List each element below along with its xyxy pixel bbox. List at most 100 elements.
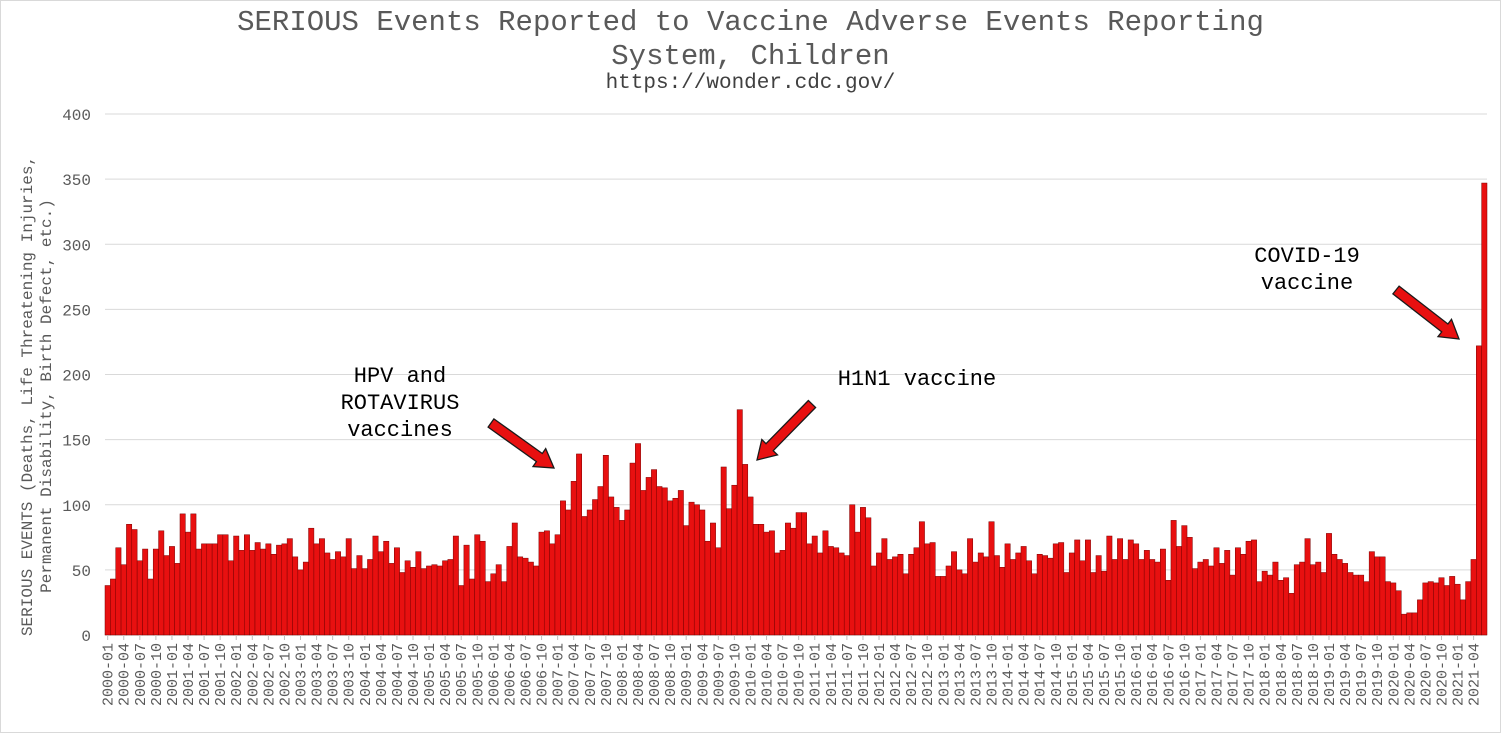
bar bbox=[319, 538, 325, 636]
bar bbox=[420, 568, 427, 636]
bar bbox=[902, 573, 909, 636]
bar bbox=[195, 548, 202, 636]
bar bbox=[661, 487, 668, 636]
bar bbox=[822, 530, 829, 636]
bar bbox=[485, 581, 491, 636]
bar bbox=[495, 564, 502, 636]
bar bbox=[1213, 547, 1220, 636]
bar bbox=[581, 516, 588, 636]
bar bbox=[286, 538, 293, 636]
bar bbox=[297, 569, 304, 636]
x-tick-label: 2014-10 bbox=[1049, 643, 1066, 706]
bar bbox=[404, 560, 411, 636]
bar bbox=[351, 568, 358, 636]
bar bbox=[1234, 547, 1241, 636]
x-tick-label: 2019-01 bbox=[1322, 643, 1339, 706]
bar bbox=[543, 530, 550, 636]
bar bbox=[624, 509, 631, 636]
bar bbox=[1111, 559, 1118, 636]
bar bbox=[811, 535, 818, 636]
bar bbox=[227, 560, 234, 636]
bar bbox=[629, 462, 636, 636]
bar bbox=[1165, 580, 1172, 636]
bar bbox=[281, 543, 288, 636]
bar bbox=[683, 525, 690, 636]
bar bbox=[715, 547, 722, 636]
x-tick-label: 2003-07 bbox=[326, 643, 343, 706]
bar bbox=[415, 551, 422, 636]
x-tick-label: 2013-07 bbox=[968, 643, 985, 706]
y-tick-label: 100 bbox=[62, 498, 91, 516]
x-tick-label: 2007-10 bbox=[599, 643, 616, 706]
bar bbox=[324, 552, 331, 636]
x-tick-label: 2002-01 bbox=[229, 643, 246, 706]
bar bbox=[613, 507, 620, 636]
bar bbox=[1090, 572, 1097, 636]
x-tick-label: 2006-10 bbox=[535, 643, 552, 706]
x-tick-label: 2000-04 bbox=[117, 643, 134, 706]
bar bbox=[1384, 581, 1391, 636]
bar bbox=[1186, 537, 1193, 636]
x-tick-label: 2001-10 bbox=[213, 643, 230, 706]
bar bbox=[565, 509, 572, 636]
x-tick-label: 2008-01 bbox=[615, 643, 632, 706]
y-tick-label: 250 bbox=[62, 302, 91, 320]
bar bbox=[1326, 533, 1332, 636]
x-tick-label: 2005-07 bbox=[454, 643, 471, 706]
bar bbox=[276, 544, 283, 636]
bar bbox=[1358, 574, 1365, 636]
x-tick-label: 2009-07 bbox=[711, 643, 728, 706]
x-tick-label: 2008-07 bbox=[647, 643, 664, 706]
bar bbox=[533, 565, 540, 636]
bar bbox=[897, 553, 904, 636]
bar bbox=[1277, 580, 1284, 636]
bar bbox=[881, 538, 888, 636]
bar bbox=[1299, 561, 1306, 636]
y-tick-label: 300 bbox=[62, 237, 91, 255]
bar bbox=[618, 520, 625, 636]
x-tick-label: 2015-04 bbox=[1081, 643, 1098, 706]
x-tick-label: 2010-04 bbox=[760, 643, 777, 706]
bar bbox=[211, 543, 218, 636]
bar bbox=[479, 540, 486, 636]
arrow-covid bbox=[1391, 285, 1460, 340]
bar bbox=[790, 527, 797, 636]
annotation-covid: COVID-19 vaccine bbox=[1232, 243, 1382, 297]
x-tick-label: 2013-01 bbox=[936, 643, 953, 706]
x-tick-label: 2012-10 bbox=[920, 643, 937, 706]
bar bbox=[163, 555, 170, 636]
x-tick-label: 2015-10 bbox=[1113, 643, 1130, 706]
bar bbox=[763, 531, 770, 636]
bar bbox=[158, 530, 165, 636]
x-tick-label: 2004-01 bbox=[358, 643, 375, 706]
bar bbox=[442, 560, 449, 636]
bar bbox=[747, 496, 754, 636]
bar bbox=[1026, 560, 1032, 636]
x-tick-label: 2004-04 bbox=[374, 643, 391, 706]
bar bbox=[1443, 585, 1450, 636]
bar bbox=[179, 513, 186, 636]
bar bbox=[110, 578, 116, 636]
bar bbox=[945, 565, 952, 636]
bar bbox=[720, 466, 727, 636]
bar bbox=[388, 563, 395, 636]
bar bbox=[335, 551, 341, 636]
bar bbox=[1149, 559, 1156, 636]
bar bbox=[169, 546, 175, 636]
bar bbox=[886, 559, 893, 636]
bar bbox=[249, 550, 256, 636]
bar bbox=[174, 563, 181, 636]
x-tick-label: 2020-10 bbox=[1434, 643, 1451, 706]
bar bbox=[951, 551, 957, 636]
bar bbox=[463, 544, 470, 636]
x-tick-label: 2017-10 bbox=[1242, 643, 1259, 706]
bar bbox=[1309, 564, 1316, 636]
bar bbox=[1245, 540, 1252, 636]
bar bbox=[1261, 570, 1268, 636]
bar bbox=[1101, 570, 1107, 636]
x-tick-label: 2007-07 bbox=[583, 643, 600, 706]
bar bbox=[710, 522, 716, 636]
bar bbox=[431, 564, 438, 636]
y-tick-label: 0 bbox=[81, 628, 91, 646]
x-tick-label: 2000-10 bbox=[149, 643, 166, 706]
